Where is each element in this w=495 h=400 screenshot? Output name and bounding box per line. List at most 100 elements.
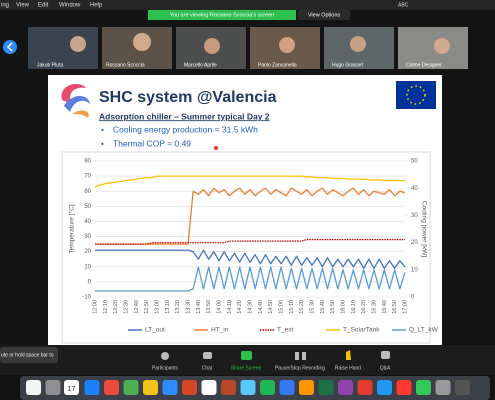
toolbar-label[interactable]: Chat — [202, 365, 213, 371]
series-line — [95, 238, 405, 245]
dock-icon[interactable] — [45, 380, 61, 395]
face — [350, 36, 366, 52]
calendar-icon[interactable] — [64, 380, 79, 395]
legend-label: HT_in — [211, 327, 229, 334]
bullet-marker: • — [101, 124, 104, 134]
menu-item[interactable]: ing — [1, 3, 9, 9]
dock-icon[interactable] — [162, 380, 178, 395]
face — [434, 38, 450, 54]
dock-icon[interactable] — [279, 380, 295, 395]
toolbar-label[interactable]: Participants — [152, 365, 179, 371]
dock-icon[interactable] — [201, 380, 217, 395]
share-icon[interactable] — [241, 351, 252, 360]
x-tick-label: 14:00 — [216, 300, 222, 314]
x-tick-label: 14:50 — [268, 300, 274, 314]
dock-icon[interactable] — [377, 380, 392, 395]
menu-item[interactable]: Window — [59, 3, 81, 9]
x-tick-label: 12:40 — [134, 300, 140, 314]
stop-icon[interactable] — [302, 352, 306, 360]
prev-page-button[interactable] — [3, 40, 17, 54]
series-line — [95, 249, 406, 269]
legend-label: T_SolarTank — [343, 327, 380, 334]
menu-bar — [0, 0, 495, 10]
y-tick-label: 50 — [84, 204, 91, 210]
toolbar-label[interactable]: Raise Hand — [335, 365, 361, 371]
face — [204, 38, 220, 54]
participant-tiles — [28, 27, 468, 69]
y-tick-label: 40 — [84, 219, 91, 225]
y2-tick-label: 0 — [411, 295, 415, 301]
dock-icon[interactable] — [84, 380, 100, 395]
dock-icon[interactable] — [240, 380, 256, 395]
x-tick-label: 12:30 — [123, 300, 129, 314]
participant-name: Paolo Zancanella — [258, 62, 297, 68]
x-tick-label: 12:20 — [113, 300, 119, 314]
dock-icon[interactable] — [143, 380, 158, 395]
dock-icon[interactable] — [318, 380, 334, 395]
dock-icon[interactable] — [182, 380, 197, 395]
view-options-button[interactable] — [298, 10, 350, 20]
participant-name: Marcello Aprile — [184, 62, 217, 68]
dock-icon[interactable] — [26, 380, 41, 395]
y2-tick-label: 40 — [411, 186, 418, 192]
bullet: Cooling energy production = 31.5 kWh — [113, 124, 258, 134]
x-tick-label: 15:40 — [320, 300, 326, 314]
legend-label: Q_LT_kW — [409, 327, 439, 334]
y-tick-label: 70 — [84, 174, 91, 180]
y-tick-label: 10 — [84, 264, 91, 270]
chart-frame — [61, 151, 431, 344]
logo — [61, 84, 90, 118]
participant-name: Hugo Grasset — [332, 62, 363, 68]
dock-icon[interactable] — [221, 380, 236, 395]
y-tick-label: 80 — [84, 159, 91, 165]
y2-tick-label: 10 — [411, 267, 418, 273]
qa-icon[interactable] — [381, 351, 390, 359]
pause-icon[interactable] — [295, 352, 299, 360]
dock-icon[interactable] — [299, 380, 314, 395]
y-tick-label: 30 — [84, 234, 91, 240]
y-axis-title: Temperature [°C] — [68, 204, 76, 253]
menu-item[interactable]: Help — [90, 3, 103, 9]
x-tick-label: 12:00 — [92, 300, 98, 314]
x-tick-label: 16:20 — [361, 300, 367, 314]
y-tick-label: -10 — [82, 295, 91, 301]
dock-icon[interactable] — [338, 380, 353, 395]
menu-item[interactable]: Edit — [38, 3, 49, 9]
input-source[interactable]: ABC — [398, 2, 409, 8]
eu-stars — [406, 85, 426, 105]
x-tick-label: 13:40 — [196, 300, 202, 314]
chat-icon[interactable] — [203, 352, 212, 359]
dock-icon[interactable] — [455, 380, 470, 395]
y-tick-label: 60 — [84, 189, 91, 195]
participants-icon[interactable] — [161, 352, 169, 360]
x-tick-label: 16:30 — [371, 300, 377, 314]
x-tick-label: 16:50 — [392, 300, 398, 314]
y2-tick-label: 30 — [411, 213, 418, 219]
menu-item[interactable]: View — [16, 3, 30, 9]
series-line — [95, 187, 406, 245]
logo-swirl — [64, 95, 90, 112]
dock-icon[interactable] — [260, 380, 275, 395]
dock-icon[interactable] — [357, 380, 373, 395]
face — [279, 37, 295, 53]
raise-hand-icon[interactable] — [346, 350, 351, 360]
toolbar-label[interactable]: Q&A — [380, 365, 391, 371]
dock-icon[interactable] — [435, 380, 451, 395]
bullet-marker: • — [101, 138, 104, 148]
x-tick-label: 15:30 — [309, 300, 315, 314]
x-tick-label: 15:00 — [278, 300, 284, 314]
participant-name: Jakub Pluta — [37, 62, 63, 68]
tooltip-text: ute or hold space bar to — [1, 352, 54, 358]
series-line — [95, 266, 406, 292]
dock-icon[interactable] — [123, 380, 139, 395]
x-tick-label: 16:40 — [382, 300, 388, 314]
toolbar-label[interactable]: Pause/Stop Recording — [275, 365, 325, 371]
dock-icon[interactable] — [416, 380, 431, 395]
logo-swirl — [72, 110, 89, 118]
x-tick-label: 12:10 — [103, 300, 109, 314]
toolbar-label[interactable]: Share Screen — [231, 365, 262, 371]
dock-icon[interactable] — [104, 380, 119, 395]
dock-icon[interactable] — [396, 380, 412, 395]
view-options-label[interactable]: View Options — [308, 12, 341, 18]
video-tile — [28, 27, 98, 69]
